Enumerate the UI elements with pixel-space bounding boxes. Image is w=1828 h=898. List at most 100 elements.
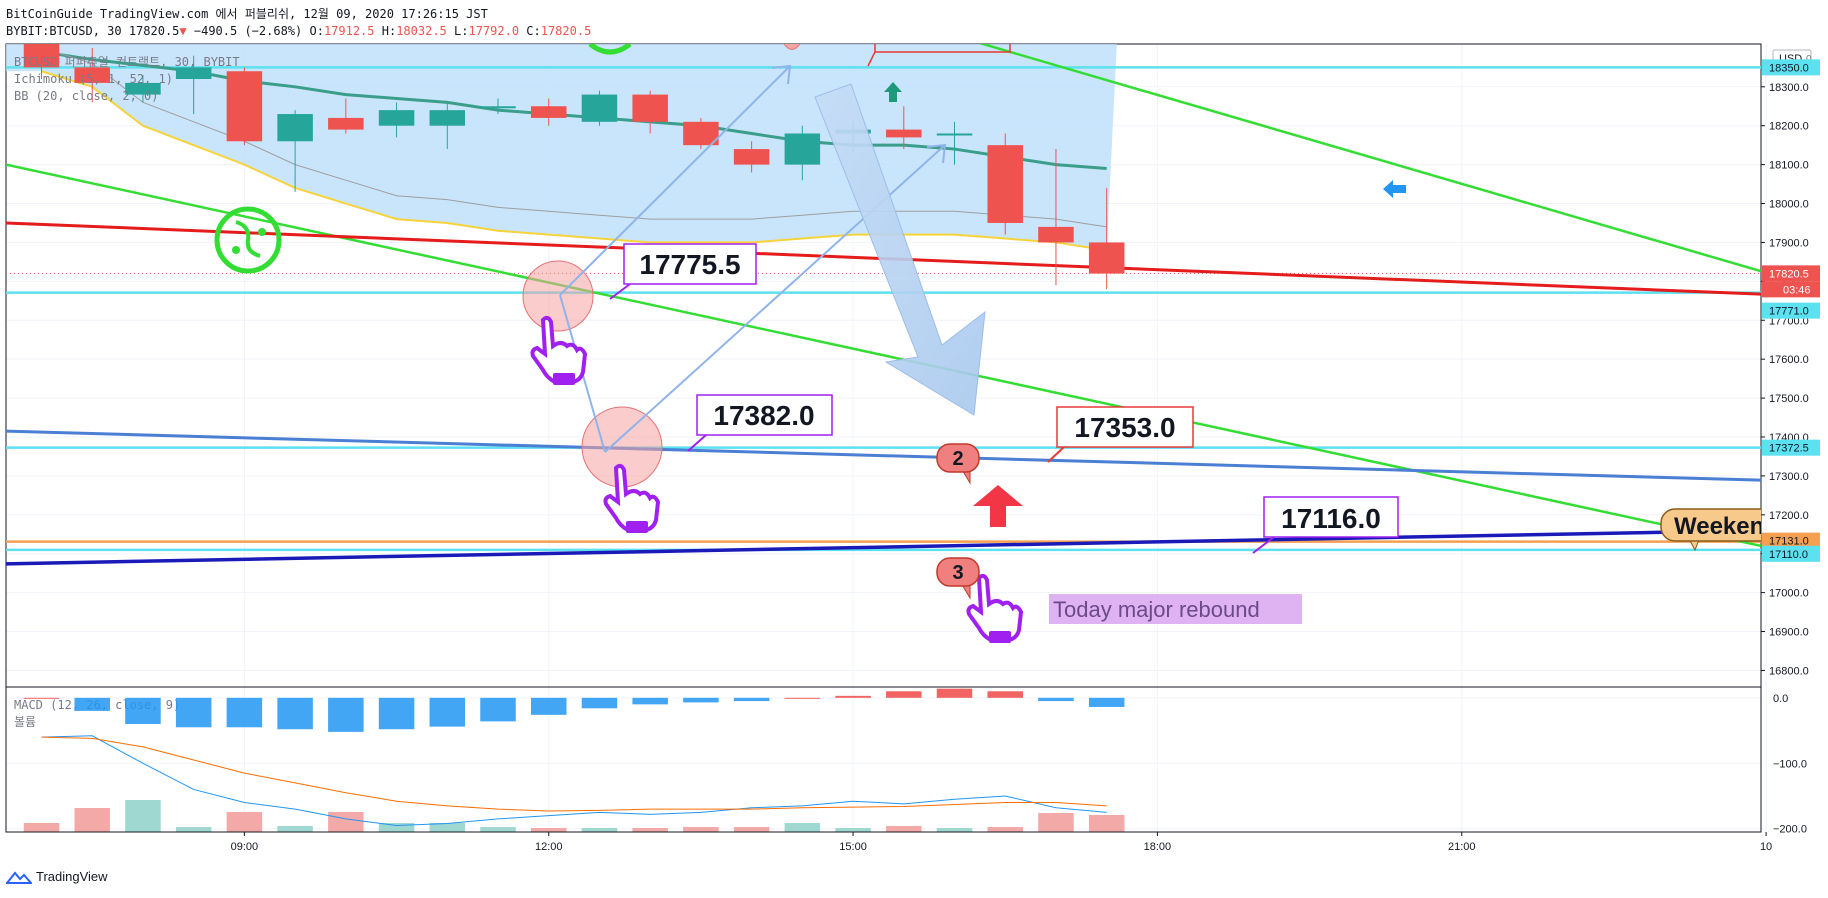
price-tick-label: 18200.0 xyxy=(1769,121,1809,133)
tradingview-logo-icon xyxy=(6,870,32,884)
time-tick-label: 18:00 xyxy=(1144,841,1172,853)
volume-bar xyxy=(530,828,567,832)
candle xyxy=(1088,187,1125,290)
candle xyxy=(784,125,821,181)
candle-body xyxy=(175,67,212,80)
volume-bar xyxy=(683,827,719,832)
countdown-label: 03:46 xyxy=(1783,284,1811,296)
macd-bar xyxy=(784,697,821,699)
candle-body xyxy=(125,82,161,95)
callout-17775-text: 17775.5 xyxy=(639,249,740,280)
macd-bar xyxy=(23,697,60,699)
macd-bar xyxy=(632,697,668,705)
price-tag-bg xyxy=(1762,545,1820,562)
volume-bar xyxy=(226,812,263,832)
high-label: H: xyxy=(381,24,397,38)
main-pane: 17775.5 17382.0 17353.0 17116.0 2 3 xyxy=(6,44,1791,643)
macd-bar xyxy=(1038,697,1074,702)
callout-17775[interactable]: 17775.5 xyxy=(609,243,757,300)
price-tick-label: 18000.0 xyxy=(1769,199,1809,211)
bb-inner-line xyxy=(41,47,1107,228)
legend-volume[interactable]: 볼륨 xyxy=(14,715,36,729)
rebound-note[interactable]: Today major rebound xyxy=(1049,594,1302,624)
signal-line xyxy=(41,736,1107,812)
publish-line: BitCoinGuide TradingView.com 에서 퍼블리쉬, 12… xyxy=(6,7,488,21)
weekend-label[interactable]: Weeken xyxy=(1660,508,1791,552)
candle xyxy=(886,106,922,150)
macd-bar xyxy=(480,697,516,722)
macd-tick-label: 0.0 xyxy=(1773,693,1788,705)
candle xyxy=(23,44,60,80)
candle-body xyxy=(886,129,922,138)
candles xyxy=(23,44,1125,290)
candle-body xyxy=(429,110,466,126)
time-tick-label: 21:00 xyxy=(1448,841,1476,853)
time-tick-label: 15:00 xyxy=(839,841,867,853)
volume-bars xyxy=(23,800,1125,832)
price-axis[interactable]: 18300.018200.018100.018000.017900.017800… xyxy=(1761,82,1809,678)
candle xyxy=(581,90,618,126)
candle xyxy=(175,55,212,115)
legend-ichimoku[interactable]: Ichimoku (5, 1, 52, 1) xyxy=(14,72,173,86)
price-tick-label: 16800.0 xyxy=(1769,665,1809,677)
price-tag: 17131.0 xyxy=(1762,532,1820,549)
callout-17382[interactable]: 17382.0 xyxy=(687,394,833,452)
price-tick-label: 17600.0 xyxy=(1769,354,1809,366)
volume-bar xyxy=(480,827,516,832)
blue-left-arrow-icon xyxy=(1383,180,1406,198)
volume-bar xyxy=(632,828,668,832)
callout-17353[interactable]: 17353.0 xyxy=(1047,406,1194,463)
weekend-label-text: Weeken xyxy=(1674,513,1764,540)
symbol-label: BYBIT:BTCUSD, 30 xyxy=(6,24,122,38)
candle-body xyxy=(683,121,719,146)
open-value: 17912.5 xyxy=(323,24,375,38)
price-tick-label: 18300.0 xyxy=(1769,82,1809,94)
time-axis[interactable]: 09:0012:0015:0018:0021:001003:0006:0009:… xyxy=(6,831,1828,853)
volume-bar xyxy=(1038,813,1074,832)
price-tag-label: 17131.0 xyxy=(1769,536,1809,548)
horizontal-levels xyxy=(6,66,1761,552)
price-tag: 17372.5 xyxy=(1762,439,1820,456)
macd-axis[interactable]: 0.0 −100.0 −200.0 xyxy=(1773,693,1807,836)
volume-bar xyxy=(74,808,110,832)
bubble-2[interactable]: 2 xyxy=(936,443,980,485)
candle-body xyxy=(987,145,1023,223)
ohlc-line: BYBIT:BTCUSD, 30 17820.5▼ −490.5 (−2.68%… xyxy=(6,23,591,40)
legend-bb[interactable]: BB (20, close, 2, 0) xyxy=(14,89,159,103)
price-tag-bg xyxy=(1762,302,1820,319)
price-tag-bg xyxy=(1762,265,1820,282)
callout-17353-text: 17353.0 xyxy=(1074,412,1175,443)
footer: TradingView xyxy=(6,869,108,884)
bubble-3[interactable]: 3 xyxy=(936,557,980,600)
close-label: C: xyxy=(526,24,541,38)
candle-body xyxy=(936,133,973,136)
partial-label-pointer xyxy=(867,51,876,67)
low-label: L: xyxy=(454,24,469,38)
trendline-blue xyxy=(6,429,1761,482)
low-value: 17792.0 xyxy=(468,24,520,38)
price-tags: 18350.0 17820.5 17771.0 17372.5 17131.017110… xyxy=(1762,59,1820,562)
trendline-navy xyxy=(6,528,1761,566)
volume-bar xyxy=(378,823,415,832)
macd-bar xyxy=(378,697,415,730)
price-tag-bg xyxy=(1762,59,1820,76)
candle xyxy=(987,133,1023,235)
trendline-green-upper xyxy=(978,44,1761,273)
candle xyxy=(936,121,973,165)
macd-line xyxy=(41,735,1107,826)
close-value: 17820.5 xyxy=(540,24,592,38)
candle-body xyxy=(480,106,516,109)
candle-body xyxy=(784,133,821,165)
volume-bar xyxy=(429,823,466,832)
legend-symbol[interactable]: BTCUSD 퍼피츄얼 컨트랙트, 30, BYBIT xyxy=(14,55,240,69)
price-tag-label: 17110.0 xyxy=(1769,549,1808,561)
macd-bar xyxy=(125,697,161,724)
chart-header: BitCoinGuide TradingView.com 에서 퍼블리쉬, 12… xyxy=(6,6,591,40)
callout-17116[interactable]: 17116.0 xyxy=(1252,496,1399,554)
footer-brand[interactable]: TradingView xyxy=(36,869,108,884)
price-tick-label: 18100.0 xyxy=(1769,160,1809,172)
high-value: 18032.5 xyxy=(396,24,447,38)
last-price: 17820.5 xyxy=(128,24,180,38)
countdown-tag: 03:46 xyxy=(1762,281,1820,298)
